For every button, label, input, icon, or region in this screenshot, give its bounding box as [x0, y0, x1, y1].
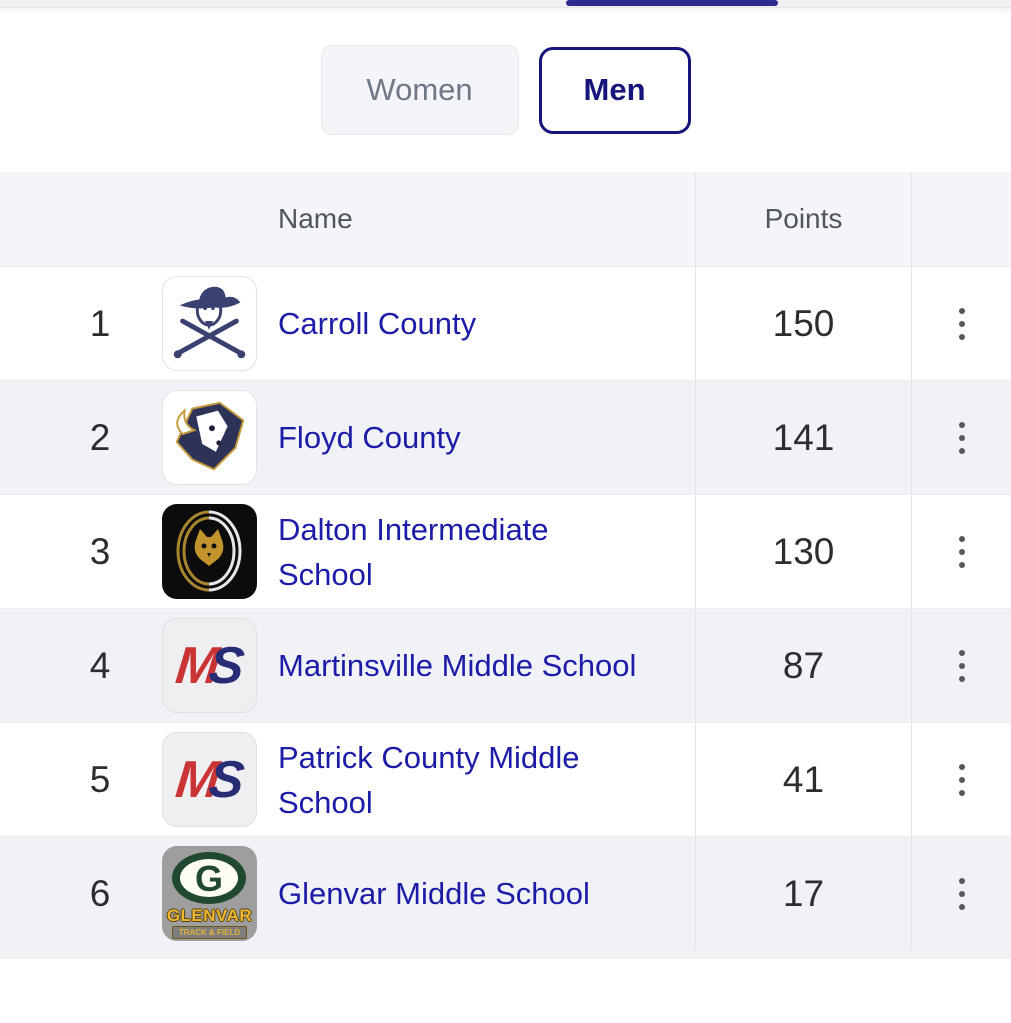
- table-row: 3 Dalton Intermediate School 130: [0, 494, 1011, 608]
- green-g-oval-icon: G GLENVAR TRACK & FIELD: [162, 846, 257, 941]
- team-standings-table: Name Points 1: [0, 172, 1011, 959]
- team-cell: MS Patrick County Middle School: [162, 732, 695, 827]
- actions-column-header: [911, 172, 1011, 266]
- women-toggle-button[interactable]: Women: [320, 45, 519, 135]
- active-tab-indicator: [566, 0, 778, 6]
- kebab-menu-icon[interactable]: [949, 640, 975, 692]
- team-link[interactable]: Patrick County Middle School: [278, 739, 580, 820]
- team-link[interactable]: Dalton Intermediate School: [278, 511, 549, 592]
- ms-monogram-icon: MS: [162, 618, 257, 713]
- points-value: 130: [695, 495, 911, 608]
- glenvar-logo-title: GLENVAR: [166, 906, 253, 925]
- buffalo-head-icon: [162, 390, 257, 485]
- rank-value: 1: [89, 302, 111, 344]
- table-row: 2 Floyd County 141: [0, 380, 1011, 494]
- kebab-menu-icon[interactable]: [949, 526, 975, 578]
- points-column-header: Points: [695, 172, 911, 266]
- kebab-menu-icon[interactable]: [949, 754, 975, 806]
- rank-value: 3: [89, 530, 111, 572]
- team-cell: Carroll County: [162, 276, 695, 371]
- men-toggle-button[interactable]: Men: [538, 46, 691, 134]
- kebab-menu-icon[interactable]: [949, 298, 975, 350]
- team-link[interactable]: Floyd County: [278, 420, 461, 455]
- table-header-row: Name Points: [0, 172, 1011, 266]
- team-cell: G GLENVAR TRACK & FIELD Glenvar Middle S…: [162, 846, 695, 941]
- team-link[interactable]: Martinsville Middle School: [278, 648, 637, 683]
- table-row: 1 Carroll County 150: [0, 266, 1011, 380]
- cavalier-crossed-sabers-icon: [162, 276, 257, 371]
- team-cell: MS Martinsville Middle School: [162, 618, 695, 713]
- team-link[interactable]: Glenvar Middle School: [278, 876, 590, 911]
- rank-value: 2: [89, 416, 111, 458]
- glenvar-logo-subtitle: TRACK & FIELD: [172, 926, 247, 939]
- gender-toggle: Women Men: [0, 45, 1011, 135]
- top-tab-bar: [0, 0, 1011, 8]
- rank-value: 5: [89, 758, 111, 800]
- glenvar-g-letter: G: [195, 858, 223, 899]
- table-row: 5 MS Patrick County Middle School 41: [0, 722, 1011, 836]
- name-column-header: Name: [278, 203, 353, 234]
- points-value: 150: [695, 267, 911, 380]
- table-bottom-strip: [0, 950, 1011, 959]
- kebab-menu-icon[interactable]: [949, 412, 975, 464]
- team-cell: Floyd County: [162, 390, 695, 485]
- track-oval-wildcat-icon: [162, 504, 257, 599]
- table-row: 6 G GLENVAR TRACK & FIELD Glenvar Middle…: [0, 836, 1011, 950]
- points-value: 17: [695, 837, 911, 950]
- kebab-menu-icon[interactable]: [949, 868, 975, 920]
- ms-logo-letter-s: S: [206, 636, 246, 695]
- points-value: 141: [695, 381, 911, 494]
- points-value: 87: [695, 609, 911, 722]
- points-value: 41: [695, 723, 911, 836]
- table-row: 4 MS Martinsville Middle School 87: [0, 608, 1011, 722]
- ms-monogram-icon: MS: [162, 732, 257, 827]
- team-cell: Dalton Intermediate School: [162, 504, 695, 599]
- team-link[interactable]: Carroll County: [278, 306, 477, 341]
- rank-value: 6: [89, 872, 111, 914]
- rank-value: 4: [89, 644, 111, 686]
- ms-logo-letter-s: S: [206, 750, 246, 809]
